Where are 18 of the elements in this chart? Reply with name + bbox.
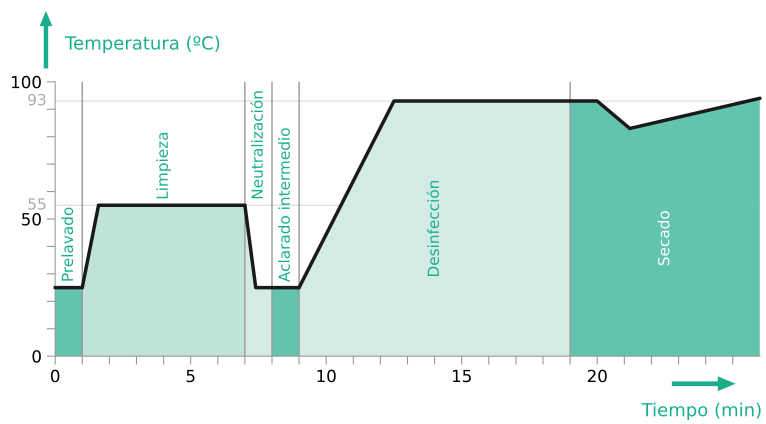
x-tick-label: 15 xyxy=(452,370,471,382)
x-tick-label: 10 xyxy=(317,370,336,382)
y-tick-label: 50 xyxy=(22,212,41,226)
y-tick-label: 100 xyxy=(12,76,41,88)
ref-line-label: 93 xyxy=(28,94,46,106)
x-tick-label: 20 xyxy=(588,370,607,382)
series-label: Desinfección xyxy=(426,180,440,276)
text: Aclarado intermedio xyxy=(278,128,290,282)
x-tick-label: 0 xyxy=(50,370,60,382)
x-tick-label: 5 xyxy=(186,370,195,382)
y-axis-title: Temperatura (ºC) xyxy=(65,36,220,54)
series-label: Secado xyxy=(658,211,670,266)
text: Neutralización xyxy=(250,91,263,198)
text: Prelavado xyxy=(61,208,74,281)
text: Limpieza xyxy=(156,132,171,198)
ref-line-label: 55 xyxy=(28,198,46,210)
y-tick-label: 0 xyxy=(32,350,41,363)
x-axis-title: Tiempo (min) xyxy=(642,402,761,420)
